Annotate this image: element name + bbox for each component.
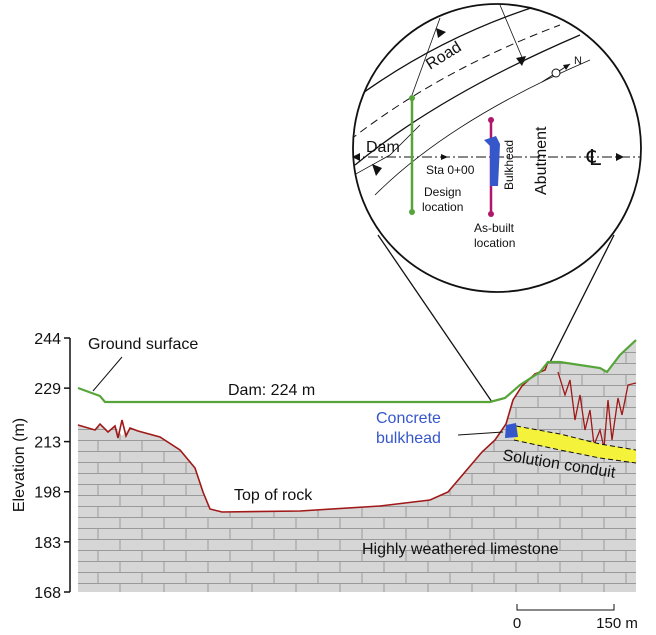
north-arrow — [541, 63, 571, 83]
bulkhead — [505, 423, 518, 438]
label: Dam: 224 m — [228, 382, 315, 399]
label: Abutment — [533, 126, 550, 195]
section-line — [411, 17, 441, 96]
label: Ground surface — [88, 336, 198, 353]
road-edge — [354, 34, 581, 166]
zoom-line — [377, 234, 493, 403]
tick-label: 183 — [34, 535, 61, 552]
scale-bar — [516, 604, 615, 611]
endpoint — [409, 95, 415, 101]
conduit-edge — [513, 425, 637, 464]
label: Dam — [366, 139, 400, 156]
leader — [92, 356, 123, 392]
label: ℄ — [586, 145, 602, 170]
label: Highly weathered limestone — [362, 541, 559, 558]
endpoint — [488, 211, 494, 217]
scale-label: 0 — [513, 615, 521, 632]
top-of-rock-line — [77, 361, 549, 513]
solution-conduit — [514, 426, 636, 463]
road-center — [353, 24, 561, 141]
label: Top of rock — [234, 487, 313, 504]
tick-label: 168 — [34, 585, 61, 602]
scale-label: 150 m — [596, 615, 638, 632]
label: Sta 0+00 — [426, 163, 475, 177]
label: As-built — [474, 221, 515, 235]
endpoint — [488, 117, 494, 123]
label: N — [574, 55, 582, 67]
label: bulkhead — [376, 430, 441, 447]
label: location — [422, 200, 463, 214]
contour — [353, 124, 421, 181]
label: Concrete — [376, 410, 441, 427]
leader — [457, 431, 504, 436]
tick-label: 213 — [34, 435, 61, 452]
tick-label: 198 — [34, 485, 61, 502]
tick-label: 229 — [34, 381, 61, 398]
endpoint — [409, 209, 415, 215]
rock — [78, 340, 636, 592]
weathered-rock-line — [557, 371, 637, 449]
label: location — [474, 236, 515, 250]
axis-label: Elevation (m) — [11, 418, 28, 512]
label: Design — [424, 185, 461, 199]
tick-label: 244 — [34, 331, 61, 348]
section-line — [499, 4, 525, 63]
ground-line — [77, 339, 637, 404]
bulkhead-plan — [484, 136, 500, 186]
label: Bulkhead — [502, 140, 516, 190]
